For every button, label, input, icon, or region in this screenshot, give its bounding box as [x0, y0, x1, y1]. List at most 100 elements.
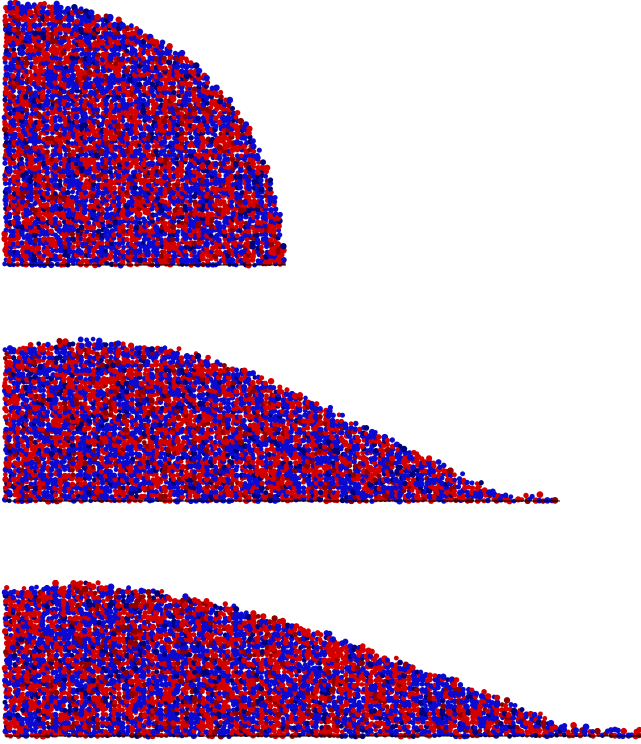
- particle: [145, 450, 152, 457]
- particle: [129, 414, 134, 420]
- particle: [3, 472, 8, 477]
- particle: [169, 223, 177, 230]
- particle: [115, 16, 122, 23]
- particle: [272, 194, 278, 201]
- particle: [95, 161, 101, 167]
- particle: [162, 139, 168, 145]
- particle: [110, 134, 118, 142]
- particle: [162, 493, 169, 500]
- particle: [187, 148, 193, 155]
- particle: [212, 169, 218, 176]
- particle: [45, 422, 52, 428]
- particle: [3, 376, 9, 383]
- particle: [218, 89, 224, 95]
- particle: [176, 346, 182, 352]
- particle: [36, 86, 43, 92]
- particle: [196, 148, 202, 153]
- particle: [83, 8, 90, 15]
- particle: [7, 0, 14, 7]
- particle: [40, 55, 47, 62]
- particle: [192, 199, 198, 205]
- particle: [161, 55, 167, 61]
- particle: [175, 450, 181, 456]
- particle: [54, 363, 60, 369]
- particle: [236, 198, 244, 205]
- particle: [66, 152, 73, 158]
- particle: [249, 240, 256, 247]
- particle: [137, 363, 144, 369]
- particle: [74, 94, 79, 99]
- particle: [57, 479, 64, 487]
- particle: [36, 468, 41, 473]
- particle: [183, 144, 188, 150]
- particle: [117, 143, 123, 150]
- particle: [22, 475, 30, 482]
- particle: [99, 17, 106, 23]
- particle: [166, 434, 171, 439]
- particle: [11, 160, 17, 166]
- particle: [8, 425, 14, 432]
- particle: [162, 65, 168, 71]
- particle: [212, 98, 219, 104]
- particle: [194, 260, 202, 268]
- particle: [19, 193, 26, 201]
- particle: [11, 47, 17, 52]
- particle: [162, 426, 169, 433]
- particle: [132, 48, 138, 54]
- particle: [2, 160, 8, 166]
- particle: [171, 194, 177, 200]
- particle: [200, 93, 206, 99]
- particle: [41, 21, 48, 27]
- particle: [204, 187, 210, 193]
- particle: [159, 446, 165, 452]
- particle: [132, 169, 138, 175]
- particle: [226, 96, 234, 104]
- particle: [117, 425, 123, 431]
- particle: [2, 80, 8, 86]
- particle: [136, 119, 143, 125]
- particle: [224, 243, 231, 250]
- particle: [128, 97, 134, 103]
- particle: [6, 104, 13, 112]
- particle: [15, 456, 21, 461]
- particle: [251, 202, 257, 209]
- particle: [61, 210, 67, 216]
- particle: [245, 228, 252, 235]
- particle: [24, 107, 30, 113]
- particle: [145, 48, 151, 54]
- particle: [108, 39, 113, 44]
- particle: [45, 359, 52, 366]
- particle: [44, 135, 51, 142]
- particle: [75, 405, 81, 411]
- particle: [158, 253, 165, 259]
- particle: [31, 232, 38, 239]
- particle: [188, 127, 194, 133]
- particle: [44, 51, 51, 58]
- particle: [82, 480, 88, 486]
- particle: [233, 114, 239, 120]
- particle: [110, 50, 117, 58]
- particle: [103, 106, 110, 113]
- particle: [57, 391, 63, 397]
- particle-group: [1, 0, 287, 269]
- particle: [146, 109, 152, 116]
- particle: [36, 135, 42, 140]
- particle: [96, 337, 103, 345]
- particle: [82, 347, 88, 353]
- particle: [72, 396, 80, 403]
- particle: [22, 261, 30, 268]
- particle: [229, 152, 235, 158]
- particle-pile-intermediate: [1, 336, 560, 505]
- particle: [73, 392, 80, 398]
- particle: [82, 207, 88, 214]
- particle: [62, 338, 69, 345]
- particle: [166, 43, 173, 50]
- particle: [175, 414, 182, 420]
- particle: [31, 2, 37, 8]
- particle: [15, 0, 21, 6]
- particle: [207, 193, 215, 201]
- particle: [216, 249, 223, 256]
- particle: [128, 366, 135, 373]
- particle: [158, 186, 165, 193]
- particle: [157, 422, 164, 428]
